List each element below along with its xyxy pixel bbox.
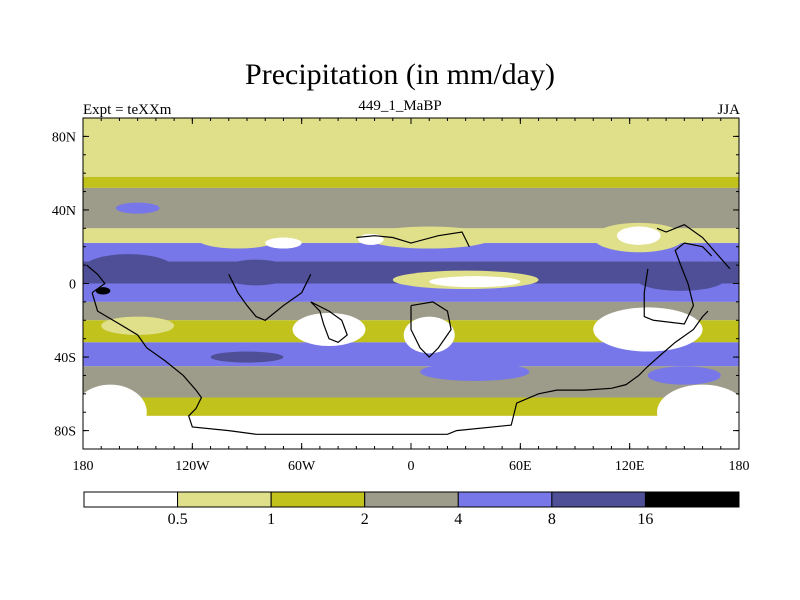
zonal-band-7 <box>83 283 739 302</box>
feature-dry-core-east-asia <box>616 226 661 245</box>
x-tick-label-1: 120W <box>175 459 210 474</box>
zonal-band-0 <box>83 118 739 159</box>
x-tick-label-5: 120E <box>615 459 645 474</box>
feature-storm-track-south-atlantic <box>420 362 530 381</box>
feature-dry-south-america <box>292 312 366 347</box>
feature-wet-pacific-east <box>219 259 293 286</box>
colorbar-label-3: 4 <box>454 511 462 528</box>
colorbar-label-0: 0.5 <box>168 511 188 528</box>
colorbar-box-4 <box>457 491 553 508</box>
feature-dry-southwest-corner <box>83 384 147 440</box>
colorbar-label-5: 16 <box>637 511 653 528</box>
coastlines <box>86 223 731 435</box>
map-field <box>83 118 739 449</box>
feature-dry-south-australia <box>593 307 703 352</box>
experiment-label: Expt = teXXm <box>83 102 172 118</box>
feature-dry-southeast-corner <box>657 384 739 440</box>
y-tick-label-2: 0 <box>69 278 76 293</box>
time-period-label: 449_1_MaBP <box>358 98 442 114</box>
season-label: JJA <box>717 102 740 118</box>
feature-dry-core-north-america <box>265 237 302 249</box>
y-tick-label-0: 80N <box>52 130 76 145</box>
x-tick-label-3: 0 <box>408 459 415 474</box>
feature-dry-south-pacific <box>101 316 175 335</box>
feature-dry-south-america-east <box>403 316 455 354</box>
x-tick-label-6: 180 <box>729 459 750 474</box>
axes: 180 120W 60W 0 60E 120E 180 80N 40N 0 40S 80S <box>52 118 750 474</box>
y-tick-label-1: 40N <box>52 204 76 219</box>
feature-dry-area-north-america <box>197 230 278 249</box>
feature-storm-track-southeast <box>647 366 721 385</box>
colorbar-box-1 <box>177 491 272 508</box>
colorbar-box-5 <box>551 491 646 508</box>
coastline-central-america <box>228 274 312 321</box>
chart-title: Precipitation (in mm/day) <box>245 58 555 91</box>
zonal-band-11 <box>83 366 739 398</box>
feature-extreme-west-pacific <box>95 287 111 295</box>
zonal-band-1 <box>83 158 739 177</box>
feature-dry-core-equator <box>429 276 521 288</box>
y-tick-label-3: 40S <box>54 351 76 366</box>
feature-storm-track-south-pacific <box>210 351 284 363</box>
colorbar-label-2: 2 <box>361 511 369 528</box>
x-tick-label-4: 60E <box>509 459 532 474</box>
coastline-pacific-island <box>86 264 106 294</box>
zonal-band-2 <box>83 176 739 188</box>
feature-north-cloud-band <box>115 202 160 214</box>
colorbar-box-2 <box>270 491 366 508</box>
colorbar: 0.5 1 2 4 8 16 <box>83 491 740 528</box>
colorbar-label-1: 1 <box>267 511 275 528</box>
y-tick-label-4: 80S <box>54 425 76 440</box>
coastline-africa-south <box>410 301 452 358</box>
feature-wet-pacific-west <box>83 254 175 284</box>
x-tick-label-0: 180 <box>73 459 94 474</box>
colorbar-box-6 <box>644 491 740 508</box>
feature-wet-indian-ocean <box>636 268 725 291</box>
colorbar-box-0 <box>83 491 179 508</box>
colorbar-label-4: 8 <box>548 511 556 528</box>
coastline-east-asia <box>656 223 731 270</box>
coastline-africa-north <box>356 231 470 247</box>
zonal-band-12 <box>83 397 739 416</box>
x-tick-label-2: 60W <box>288 459 316 474</box>
coastline-australasia <box>643 242 713 325</box>
colorbar-box-3 <box>364 491 459 508</box>
zonal-band-3 <box>83 187 739 229</box>
coastline-south-america <box>310 301 348 344</box>
coastline-south <box>91 292 709 435</box>
